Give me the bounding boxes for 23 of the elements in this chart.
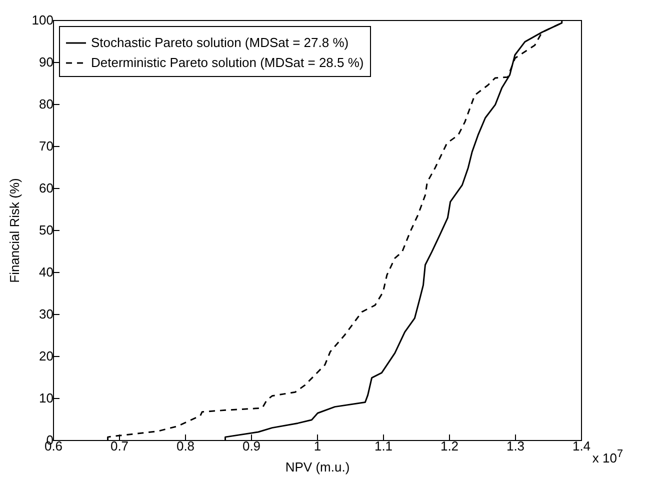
x-tick-label: 0.9 bbox=[242, 438, 261, 454]
y-tick-label: 20 bbox=[39, 348, 54, 364]
y-tick-label: 40 bbox=[39, 264, 54, 280]
x-tick-label: 0.7 bbox=[110, 438, 129, 454]
y-tick-label: 60 bbox=[39, 180, 54, 196]
y-axis-title: Financial Risk (%) bbox=[6, 178, 22, 283]
x-tick-label: 1.4 bbox=[572, 438, 591, 454]
legend-label: Deterministic Pareto solution (MDSat = 28.5 %) bbox=[91, 55, 364, 70]
y-tick-label: 90 bbox=[39, 54, 54, 70]
x-tick-label: 1 bbox=[314, 438, 322, 454]
x-tick-label: 1.3 bbox=[506, 438, 525, 454]
y-tick-label: 30 bbox=[39, 306, 54, 322]
legend-label: Stochastic Pareto solution (MDSat = 27.8 %) bbox=[91, 35, 349, 50]
y-tick-label: 100 bbox=[32, 12, 54, 28]
y-tick-label: 50 bbox=[39, 222, 54, 238]
y-tick-label: 70 bbox=[39, 138, 54, 154]
y-tick-label: 10 bbox=[39, 390, 54, 406]
y-tick-label: 80 bbox=[39, 96, 54, 112]
x-tick-label: 1.2 bbox=[440, 438, 459, 454]
text: x 10$^{7}$ bbox=[592, 448, 623, 466]
x-tick-label: 0.8 bbox=[176, 438, 195, 454]
x-axis-title: NPV (m.u.) bbox=[285, 460, 350, 474]
x-tick-label: 1.1 bbox=[374, 438, 393, 454]
